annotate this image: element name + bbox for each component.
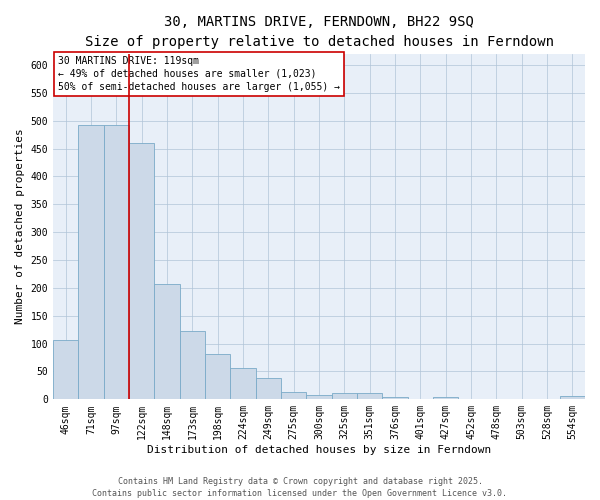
Bar	[560, 396, 585, 400]
Bar	[332, 393, 357, 400]
Bar	[382, 397, 407, 400]
Bar	[205, 354, 230, 400]
Title: 30, MARTINS DRIVE, FERNDOWN, BH22 9SQ
Size of property relative to detached hous: 30, MARTINS DRIVE, FERNDOWN, BH22 9SQ Si…	[85, 15, 554, 48]
Bar	[230, 368, 256, 400]
Y-axis label: Number of detached properties: Number of detached properties	[15, 128, 25, 324]
Bar	[281, 392, 307, 400]
Text: Contains HM Land Registry data © Crown copyright and database right 2025.
Contai: Contains HM Land Registry data © Crown c…	[92, 476, 508, 498]
Bar	[256, 378, 281, 400]
Bar	[357, 393, 382, 400]
Bar	[129, 143, 154, 400]
X-axis label: Distribution of detached houses by size in Ferndown: Distribution of detached houses by size …	[147, 445, 491, 455]
Bar	[307, 395, 332, 400]
Text: 30 MARTINS DRIVE: 119sqm
← 49% of detached houses are smaller (1,023)
50% of sem: 30 MARTINS DRIVE: 119sqm ← 49% of detach…	[58, 56, 340, 92]
Bar	[179, 332, 205, 400]
Bar	[154, 284, 179, 400]
Bar	[79, 125, 104, 400]
Bar	[433, 396, 458, 400]
Bar	[53, 340, 79, 400]
Bar	[104, 125, 129, 400]
